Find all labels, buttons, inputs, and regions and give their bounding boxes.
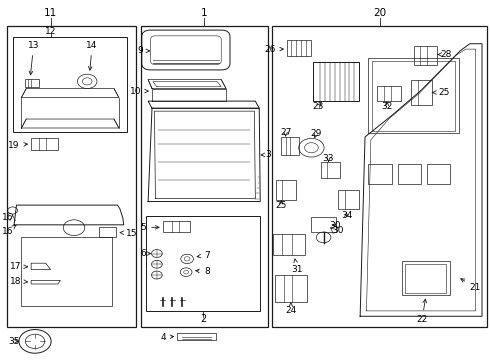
- Text: 35: 35: [8, 337, 20, 346]
- Text: 16: 16: [2, 225, 16, 236]
- Bar: [273, 234, 305, 255]
- Bar: [411, 80, 432, 105]
- Bar: [368, 164, 392, 184]
- Bar: [427, 164, 450, 184]
- Bar: [287, 40, 312, 56]
- Bar: [281, 137, 299, 155]
- Bar: [414, 45, 437, 65]
- Text: 4: 4: [161, 333, 173, 342]
- Bar: [338, 190, 359, 210]
- Bar: [25, 79, 39, 87]
- Bar: [372, 60, 455, 131]
- Bar: [99, 227, 117, 237]
- Bar: [163, 221, 190, 232]
- Text: 16: 16: [2, 213, 14, 222]
- Text: 14: 14: [86, 41, 98, 70]
- Text: 6: 6: [141, 249, 150, 258]
- Text: 11: 11: [44, 8, 57, 18]
- Text: 2: 2: [200, 314, 206, 324]
- Text: 26: 26: [265, 45, 283, 54]
- Text: 31: 31: [291, 259, 302, 274]
- Text: 12: 12: [45, 27, 56, 36]
- Bar: [321, 162, 340, 178]
- Text: 32: 32: [381, 102, 392, 111]
- Bar: [13, 37, 127, 132]
- Bar: [7, 26, 136, 327]
- Text: 15: 15: [120, 229, 138, 238]
- Text: 7: 7: [197, 251, 210, 260]
- Bar: [177, 333, 217, 339]
- Text: 33: 33: [323, 154, 334, 163]
- Text: 13: 13: [28, 41, 39, 75]
- Text: 28: 28: [438, 50, 452, 59]
- Text: 3: 3: [261, 150, 271, 159]
- Bar: [368, 58, 459, 134]
- Bar: [312, 217, 336, 232]
- Text: 34: 34: [341, 211, 352, 220]
- Text: 25: 25: [275, 201, 287, 210]
- Text: 8: 8: [196, 267, 210, 276]
- Text: 9: 9: [137, 46, 149, 55]
- Bar: [377, 86, 401, 101]
- Bar: [272, 26, 487, 327]
- Text: 10: 10: [130, 86, 148, 95]
- Text: 27: 27: [280, 128, 291, 137]
- Bar: [22, 237, 112, 306]
- Bar: [398, 164, 421, 184]
- Text: 30: 30: [329, 221, 341, 230]
- Text: 23: 23: [312, 102, 323, 111]
- Text: 21: 21: [461, 279, 481, 292]
- Bar: [275, 275, 307, 302]
- Text: 24: 24: [285, 303, 296, 315]
- Text: 22: 22: [416, 299, 428, 324]
- Bar: [405, 264, 446, 293]
- Text: 25: 25: [432, 88, 449, 97]
- Bar: [402, 261, 450, 296]
- Text: 18: 18: [10, 276, 27, 285]
- Text: 29: 29: [311, 129, 322, 138]
- Bar: [146, 216, 260, 311]
- Text: 5: 5: [141, 223, 159, 232]
- Bar: [141, 26, 268, 327]
- Text: 30: 30: [332, 226, 344, 235]
- Bar: [31, 138, 58, 149]
- Text: 19: 19: [8, 141, 27, 150]
- Text: 1: 1: [201, 8, 207, 18]
- Text: 17: 17: [10, 262, 27, 271]
- Bar: [313, 62, 359, 101]
- Bar: [276, 180, 296, 200]
- Text: 20: 20: [373, 8, 386, 18]
